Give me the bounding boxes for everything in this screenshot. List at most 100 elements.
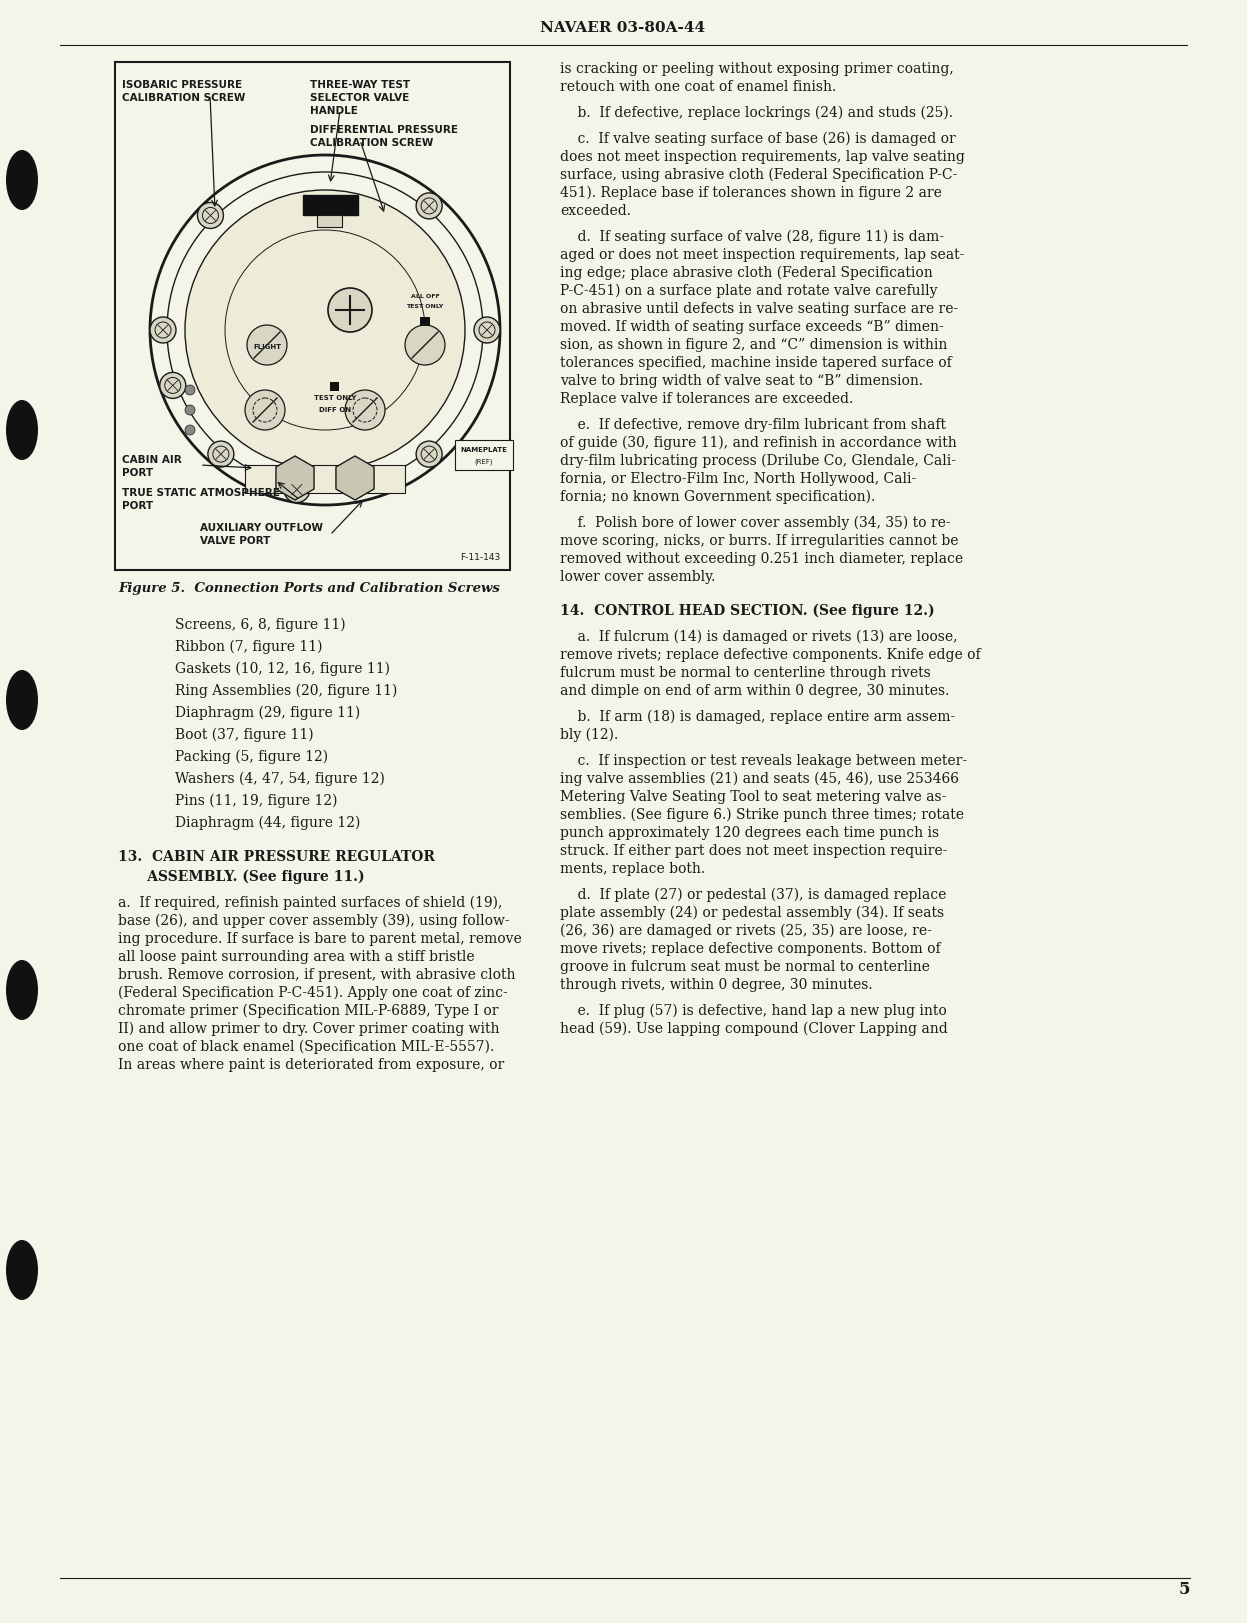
Text: 13.  CABIN AIR PRESSURE REGULATOR: 13. CABIN AIR PRESSURE REGULATOR: [118, 850, 435, 863]
Text: plate assembly (24) or pedestal assembly (34). If seats: plate assembly (24) or pedestal assembly…: [560, 906, 944, 920]
Text: dry-film lubricating process (Drilube Co, Glendale, Cali-: dry-film lubricating process (Drilube Co…: [560, 454, 956, 469]
Text: CALIBRATION SCREW: CALIBRATION SCREW: [311, 138, 434, 148]
Text: TEST ONLY: TEST ONLY: [407, 305, 444, 310]
Circle shape: [405, 325, 445, 365]
Text: of guide (30, figure 11), and refinish in accordance with: of guide (30, figure 11), and refinish i…: [560, 437, 956, 451]
Text: b.  If arm (18) is damaged, replace entire arm assem-: b. If arm (18) is damaged, replace entir…: [560, 709, 955, 724]
Text: HANDLE: HANDLE: [311, 105, 358, 115]
Text: retouch with one coat of enamel finish.: retouch with one coat of enamel finish.: [560, 80, 837, 94]
Text: sion, as shown in figure 2, and “C” dimension is within: sion, as shown in figure 2, and “C” dime…: [560, 338, 948, 352]
Text: e.  If plug (57) is defective, hand lap a new plug into: e. If plug (57) is defective, hand lap a…: [560, 1005, 946, 1018]
Bar: [420, 316, 430, 326]
Text: NAVAER 03-80A-44: NAVAER 03-80A-44: [540, 21, 706, 36]
Text: (REF): (REF): [475, 459, 494, 466]
Circle shape: [284, 477, 309, 503]
Ellipse shape: [6, 959, 37, 1019]
Text: on abrasive until defects in valve seating surface are re-: on abrasive until defects in valve seati…: [560, 302, 958, 316]
Text: ing edge; place abrasive cloth (Federal Specification: ing edge; place abrasive cloth (Federal …: [560, 266, 933, 281]
Text: NAMEPLATE: NAMEPLATE: [460, 446, 508, 453]
Text: Ribbon (7, figure 11): Ribbon (7, figure 11): [175, 639, 323, 654]
Text: semblies. (See figure 6.) Strike punch three times; rotate: semblies. (See figure 6.) Strike punch t…: [560, 808, 964, 823]
Text: surface, using abrasive cloth (Federal Specification P-C-: surface, using abrasive cloth (Federal S…: [560, 169, 958, 182]
Text: valve to bring width of valve seat to “B” dimension.: valve to bring width of valve seat to “B…: [560, 373, 923, 388]
Text: TRUE STATIC ATMOSPHERE: TRUE STATIC ATMOSPHERE: [122, 489, 279, 498]
Text: move rivets; replace defective components. Bottom of: move rivets; replace defective component…: [560, 941, 940, 956]
Text: through rivets, within 0 degree, 30 minutes.: through rivets, within 0 degree, 30 minu…: [560, 979, 873, 992]
Bar: [244, 466, 405, 493]
Text: fornia; no known Government specification).: fornia; no known Government specificatio…: [560, 490, 875, 505]
Text: d.  If plate (27) or pedestal (37), is damaged replace: d. If plate (27) or pedestal (37), is da…: [560, 888, 946, 902]
Text: head (59). Use lapping compound (Clover Lapping and: head (59). Use lapping compound (Clover …: [560, 1022, 948, 1037]
Text: aged or does not meet inspection requirements, lap seat-: aged or does not meet inspection require…: [560, 248, 964, 261]
Text: lower cover assembly.: lower cover assembly.: [560, 570, 716, 584]
Text: DIFF ON: DIFF ON: [319, 407, 352, 412]
Text: fulcrum must be normal to centerline through rivets: fulcrum must be normal to centerline thr…: [560, 665, 930, 680]
Text: Washers (4, 47, 54, figure 12): Washers (4, 47, 54, figure 12): [175, 773, 385, 787]
Circle shape: [185, 385, 195, 394]
Circle shape: [247, 325, 287, 365]
Text: all loose paint surrounding area with a stiff bristle: all loose paint surrounding area with a …: [118, 949, 475, 964]
Text: tolerances specified, machine inside tapered surface of: tolerances specified, machine inside tap…: [560, 355, 951, 370]
Circle shape: [416, 441, 443, 467]
Circle shape: [208, 441, 234, 467]
Text: a.  If required, refinish painted surfaces of shield (19),: a. If required, refinish painted surface…: [118, 896, 503, 911]
Text: Diaphragm (44, figure 12): Diaphragm (44, figure 12): [175, 816, 360, 831]
Text: CABIN AIR: CABIN AIR: [122, 454, 182, 466]
Text: (26, 36) are damaged or rivets (25, 35) are loose, re-: (26, 36) are damaged or rivets (25, 35) …: [560, 923, 932, 938]
Text: (Federal Specification P-C-451). Apply one coat of zinc-: (Federal Specification P-C-451). Apply o…: [118, 987, 508, 1000]
Text: Diaphragm (29, figure 11): Diaphragm (29, figure 11): [175, 706, 360, 721]
Circle shape: [185, 406, 195, 415]
Circle shape: [328, 287, 372, 333]
Text: chromate primer (Specification MIL-P-6889, Type I or: chromate primer (Specification MIL-P-688…: [118, 1005, 499, 1018]
Ellipse shape: [6, 670, 37, 730]
Text: d.  If seating surface of valve (28, figure 11) is dam-: d. If seating surface of valve (28, figu…: [560, 230, 944, 245]
Circle shape: [416, 193, 443, 219]
Text: is cracking or peeling without exposing primer coating,: is cracking or peeling without exposing …: [560, 62, 954, 76]
Text: move scoring, nicks, or burrs. If irregularities cannot be: move scoring, nicks, or burrs. If irregu…: [560, 534, 959, 549]
Circle shape: [185, 425, 195, 435]
Text: c.  If valve seating surface of base (26) is damaged or: c. If valve seating surface of base (26)…: [560, 131, 955, 146]
Text: brush. Remove corrosion, if present, with abrasive cloth: brush. Remove corrosion, if present, wit…: [118, 967, 515, 982]
Text: VALVE PORT: VALVE PORT: [200, 536, 271, 545]
Text: ALL OFF: ALL OFF: [410, 294, 439, 300]
Text: remove rivets; replace defective components. Knife edge of: remove rivets; replace defective compone…: [560, 648, 980, 662]
Text: exceeded.: exceeded.: [560, 204, 631, 217]
Text: Replace valve if tolerances are exceeded.: Replace valve if tolerances are exceeded…: [560, 393, 853, 406]
Text: Gaskets (10, 12, 16, figure 11): Gaskets (10, 12, 16, figure 11): [175, 662, 390, 677]
Text: SELECTOR VALVE: SELECTOR VALVE: [311, 93, 409, 102]
Ellipse shape: [6, 149, 37, 209]
Text: AUXILIARY OUTFLOW: AUXILIARY OUTFLOW: [200, 523, 323, 532]
Text: Pins (11, 19, figure 12): Pins (11, 19, figure 12): [175, 794, 338, 808]
Text: f.  Polish bore of lower cover assembly (34, 35) to re-: f. Polish bore of lower cover assembly (…: [560, 516, 950, 531]
Text: ing valve assemblies (21) and seats (45, 46), use 253466: ing valve assemblies (21) and seats (45,…: [560, 773, 959, 787]
Text: and dimple on end of arm within 0 degree, 30 minutes.: and dimple on end of arm within 0 degree…: [560, 683, 949, 698]
Text: struck. If either part does not meet inspection require-: struck. If either part does not meet ins…: [560, 844, 948, 859]
Text: Screens, 6, 8, figure 11): Screens, 6, 8, figure 11): [175, 618, 345, 633]
Text: II) and allow primer to dry. Cover primer coating with: II) and allow primer to dry. Cover prime…: [118, 1022, 500, 1037]
Text: ments, replace both.: ments, replace both.: [560, 862, 705, 876]
Text: In areas where paint is deteriorated from exposure, or: In areas where paint is deteriorated fro…: [118, 1058, 504, 1073]
Text: PORT: PORT: [122, 467, 153, 479]
Text: 14.  CONTROL HEAD SECTION. (See figure 12.): 14. CONTROL HEAD SECTION. (See figure 12…: [560, 604, 934, 618]
Text: b.  If defective, replace lockrings (24) and studs (25).: b. If defective, replace lockrings (24) …: [560, 105, 953, 120]
Text: a.  If fulcrum (14) is damaged or rivets (13) are loose,: a. If fulcrum (14) is damaged or rivets …: [560, 630, 958, 644]
Circle shape: [197, 203, 223, 229]
Bar: [303, 195, 358, 214]
Bar: [115, 62, 510, 570]
Text: 451). Replace base if tolerances shown in figure 2 are: 451). Replace base if tolerances shown i…: [560, 187, 941, 200]
Text: Ring Assemblies (20, figure 11): Ring Assemblies (20, figure 11): [175, 683, 398, 698]
Text: TEST ONLY: TEST ONLY: [314, 394, 357, 401]
Text: moved. If width of seating surface exceeds “B” dimen-: moved. If width of seating surface excee…: [560, 320, 944, 334]
Text: one coat of black enamel (Specification MIL-E-5557).: one coat of black enamel (Specification …: [118, 1040, 494, 1055]
Text: bly (12).: bly (12).: [560, 729, 619, 742]
Text: Figure 5.  Connection Ports and Calibration Screws: Figure 5. Connection Ports and Calibrati…: [118, 583, 500, 596]
Text: e.  If defective, remove dry-film lubricant from shaft: e. If defective, remove dry-film lubrica…: [560, 419, 946, 432]
Text: groove in fulcrum seat must be normal to centerline: groove in fulcrum seat must be normal to…: [560, 959, 930, 974]
Bar: [455, 440, 513, 471]
Text: c.  If inspection or test reveals leakage between meter-: c. If inspection or test reveals leakage…: [560, 755, 968, 768]
Ellipse shape: [6, 1240, 37, 1300]
Circle shape: [474, 316, 500, 342]
Text: base (26), and upper cover assembly (39), using follow-: base (26), and upper cover assembly (39)…: [118, 914, 510, 928]
Text: punch approximately 120 degrees each time punch is: punch approximately 120 degrees each tim…: [560, 826, 939, 841]
Circle shape: [160, 372, 186, 398]
